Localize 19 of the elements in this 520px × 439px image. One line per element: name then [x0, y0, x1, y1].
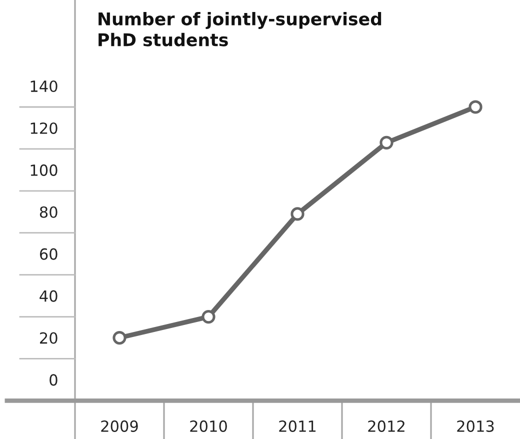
y-tick-label: 60: [40, 248, 58, 260]
point: [380, 136, 394, 150]
y-tick-label: 0: [50, 374, 58, 386]
y-tick-label: 80: [40, 206, 58, 218]
y-tick-label: 20: [40, 332, 58, 344]
x-tick-label: 2011: [279, 420, 316, 432]
point: [112, 330, 126, 345]
y-tick-label: 100: [30, 164, 58, 176]
y-tick-label: 140: [30, 80, 58, 92]
y-tick-label: 120: [30, 122, 58, 134]
text: Number of jointly-supervised PhD students: [98, 12, 382, 46]
point: [290, 207, 304, 221]
point: [468, 100, 482, 114]
x-tick-label: 2012: [368, 420, 404, 432]
point: [202, 310, 216, 324]
x-tick-label: 2009: [101, 420, 138, 432]
x-tick-label: 2013: [457, 420, 494, 432]
y-tick-label: 40: [40, 290, 58, 302]
x-tick-label: 2010: [190, 420, 227, 432]
